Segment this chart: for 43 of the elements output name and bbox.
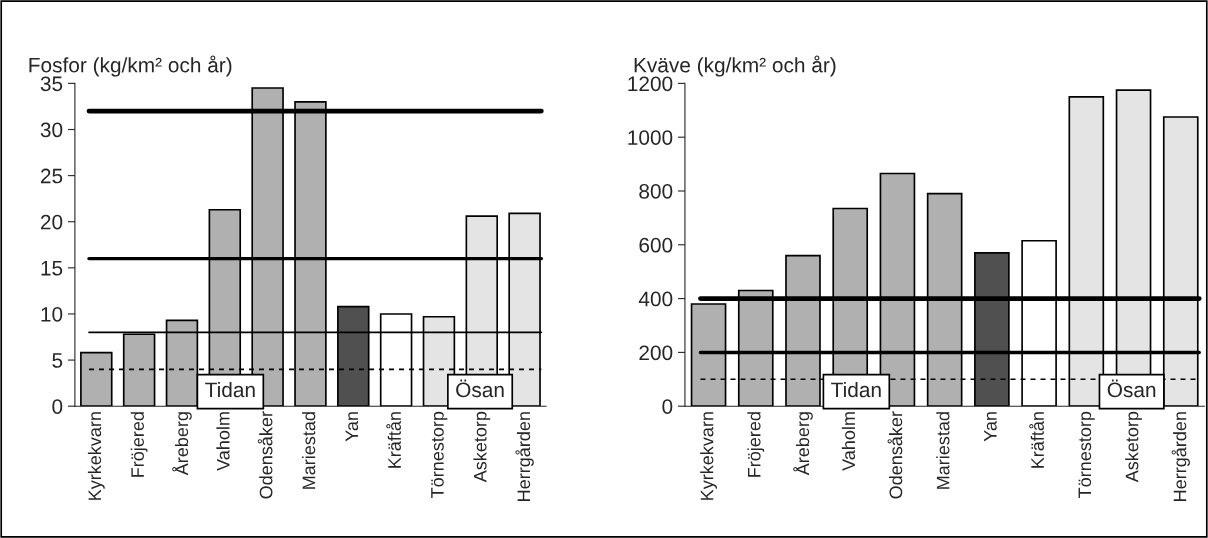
x-tick-label: Vaholm <box>216 412 230 471</box>
annotation: Tidan <box>205 381 255 398</box>
x-tick-label: Kräftån <box>386 412 401 468</box>
x-tick-label: Törnestorp <box>431 411 448 498</box>
x-tick-label: Vaholm <box>841 412 856 471</box>
y-tick-label: 30 <box>40 122 63 138</box>
y-tick-label: 800 <box>639 183 673 199</box>
y-tick-label: 5 <box>52 353 63 368</box>
x-tick-label: Kräftån <box>1029 412 1044 468</box>
x-tick-label: Mariestad <box>302 412 316 489</box>
y-tick-label: 1000 <box>628 130 673 145</box>
x-tick-label: Asketorp <box>473 411 491 483</box>
x-tick-label: Åreberg <box>172 412 192 476</box>
x-tick-label: Kyrkekvarn <box>700 412 717 500</box>
y-tick-label: 600 <box>639 237 673 253</box>
y-tick-label: 10 <box>41 306 63 322</box>
y-tick-label: 15 <box>41 261 63 276</box>
y-tick-label: 25 <box>40 168 63 184</box>
x-tick-label: Herrgården <box>515 412 534 501</box>
x-tick-label: Yan <box>984 412 997 442</box>
y-tick-label: 0 <box>52 399 63 414</box>
x-tick-label: Åreberg <box>793 412 813 476</box>
y-tick-label: 20 <box>40 214 63 230</box>
y-tick-label: 200 <box>639 345 673 361</box>
x-tick-label: Kyrkekvarn <box>87 412 105 500</box>
annotation: Ösan <box>456 379 504 398</box>
x-tick-label: Fröjered <box>747 412 765 477</box>
x-tick-label: Törnestorp <box>1078 411 1095 498</box>
annotation: Tidan <box>831 381 881 398</box>
x-tick-label: Odensåker <box>257 411 273 499</box>
y-tick-label: 35 <box>40 76 63 92</box>
chart-title: Kväve (kg/km² och år) <box>634 55 836 77</box>
x-tick-label: Mariestad <box>936 412 950 489</box>
y-tick-label: 400 <box>638 291 673 307</box>
x-tick-label: Asketorp <box>1125 411 1142 483</box>
x-tick-label: Herrgården <box>1171 412 1190 501</box>
x-tick-label: Fröjered <box>130 412 148 477</box>
x-tick-label: Yan <box>345 412 359 442</box>
x-tick-label: Odensåker <box>887 411 903 499</box>
y-tick-label: 1200 <box>628 76 673 92</box>
annotation: Ösan <box>1107 379 1156 398</box>
chart-title: Fosfor (kg/km² och år) <box>29 55 232 77</box>
y-tick-label: 0 <box>662 399 673 414</box>
